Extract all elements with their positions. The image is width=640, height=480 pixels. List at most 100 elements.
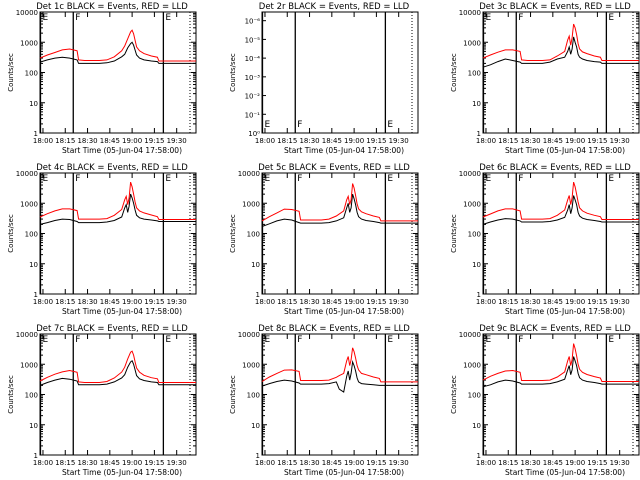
y-tick-label: 1000: [20, 39, 38, 47]
y-tick-label: 1: [477, 130, 481, 138]
y-tick-label: 10: [472, 422, 481, 430]
series-line-events: [261, 193, 418, 227]
y-axis-label: Counts/sec: [229, 375, 237, 414]
x-tick-label: 19:15: [144, 298, 164, 306]
x-tick-label: 19:15: [587, 459, 607, 467]
y-axis-label: Counts/sec: [450, 375, 458, 414]
x-tick-label: 18:15: [498, 298, 518, 306]
x-tick-label: 19:00: [565, 298, 585, 306]
x-tick-label: 18:00: [33, 137, 53, 145]
mode-label: E: [165, 335, 171, 345]
mode-label: E: [485, 174, 491, 184]
x-tick-label: 19:15: [144, 137, 164, 145]
y-axis-label: Counts/sec: [7, 53, 15, 92]
mode-label: F: [297, 120, 302, 130]
x-axis-label: Start Time (05-Jun-04 17:58:00): [505, 307, 625, 316]
x-tick-label: 18:30: [520, 298, 540, 306]
y-tick-label: 100: [25, 70, 38, 78]
plot-title: Det 3c BLACK = Events, RED = LLD: [479, 2, 631, 12]
series-line-lld: [482, 181, 639, 220]
x-tick-label: 18:00: [255, 298, 275, 306]
y-axis-label: Counts/sec: [229, 214, 237, 253]
x-tick-label: 19:30: [167, 137, 187, 145]
x-axis-label: Start Time (05-Jun-04 17:58:00): [505, 468, 625, 477]
mode-label: E: [387, 174, 393, 184]
plot-title: Det 2r BLACK = Events, RED = LLD: [259, 2, 410, 12]
x-tick-label: 19:30: [167, 298, 187, 306]
x-tick-label: 18:15: [498, 137, 518, 145]
chart-panel-det-2: Det 2r BLACK = Events, RED = LLD 10⁰ 10⁻¹ 1…: [229, 2, 419, 155]
plot-title: Det 7c BLACK = Events, RED = LLD: [36, 324, 188, 334]
series-line-events: [482, 36, 639, 68]
x-tick-label: 19:00: [565, 137, 585, 145]
series-line-lld: [39, 350, 196, 383]
mode-label: F: [75, 174, 80, 184]
x-tick-label: 19:30: [610, 459, 630, 467]
x-tick-label: 18:45: [322, 298, 342, 306]
x-tick-label: 19:30: [389, 459, 409, 467]
y-tick-label: 10000: [16, 331, 38, 339]
series-line-events: [39, 193, 196, 225]
mode-label: F: [75, 13, 80, 23]
series-line-lld: [39, 181, 196, 220]
x-tick-label: 18:15: [277, 459, 297, 467]
series-line-lld: [261, 347, 418, 383]
y-axis-label: Counts/sec: [450, 53, 458, 92]
mode-label: E: [387, 335, 393, 345]
series-line-events: [261, 359, 418, 393]
y-tick-label: 10⁻⁶: [245, 18, 261, 26]
y-tick-label: 1: [477, 291, 481, 299]
x-tick-label: 19:00: [122, 459, 142, 467]
x-axis-label: Start Time (05-Jun-04 17:58:00): [505, 146, 625, 155]
x-tick-label: 18:00: [255, 137, 275, 145]
mode-label: E: [42, 335, 48, 345]
y-tick-label: 100: [25, 392, 38, 400]
y-tick-label: 1: [34, 291, 38, 299]
mode-label: F: [297, 174, 302, 184]
y-tick-label: 10: [29, 100, 38, 108]
plot-frame: [261, 11, 419, 134]
series-line-lld: [261, 183, 418, 222]
x-axis-label: Start Time (05-Jun-04 17:58:00): [284, 307, 404, 316]
x-tick-label: 18:45: [322, 137, 342, 145]
x-tick-label: 19:00: [344, 137, 364, 145]
plot-title: Det 4c BLACK = Events, RED = LLD: [36, 163, 188, 173]
mode-label: E: [264, 174, 270, 184]
y-axis-label: Counts/sec: [450, 214, 458, 253]
y-tick-label: 10000: [238, 170, 260, 178]
y-tick-label: 10⁻⁵: [245, 36, 261, 44]
mode-label: E: [264, 120, 270, 130]
x-tick-label: 18:30: [77, 298, 97, 306]
plot-frame: [39, 333, 197, 456]
y-tick-label: 10000: [16, 170, 38, 178]
x-tick-label: 18:00: [476, 137, 496, 145]
y-tick-label: 10: [251, 261, 260, 269]
x-tick-label: 19:00: [122, 298, 142, 306]
plot-frame: [39, 172, 197, 295]
x-axis-label: Start Time (05-Jun-04 17:58:00): [62, 146, 182, 155]
chart-panel-det-4: Det 4c BLACK = Events, RED = LLD 1 10 100 10…: [7, 163, 197, 316]
x-tick-label: 18:15: [55, 459, 75, 467]
x-tick-label: 18:00: [33, 298, 53, 306]
y-tick-label: 10: [29, 422, 38, 430]
series-line-lld: [482, 23, 639, 61]
plot-title: Det 9c BLACK = Events, RED = LLD: [479, 324, 631, 334]
x-tick-label: 19:00: [344, 298, 364, 306]
chart-panel-det-8: Det 8c BLACK = Events, RED = LLD 1 10 100 10…: [229, 324, 419, 477]
x-axis-label: Start Time (05-Jun-04 17:58:00): [284, 468, 404, 477]
x-tick-label: 19:15: [144, 459, 164, 467]
x-tick-label: 18:30: [77, 137, 97, 145]
x-tick-label: 18:45: [100, 298, 120, 306]
x-axis-label: Start Time (05-Jun-04 17:58:00): [62, 468, 182, 477]
mode-label: E: [608, 13, 614, 23]
x-tick-label: 19:30: [167, 459, 187, 467]
y-tick-label: 1000: [242, 200, 260, 208]
x-tick-label: 18:15: [277, 137, 297, 145]
y-tick-label: 1000: [463, 361, 481, 369]
mode-label: F: [518, 335, 523, 345]
chart-panel-det-7: Det 7c BLACK = Events, RED = LLD 1 10 100 10…: [7, 324, 197, 477]
x-tick-label: 19:30: [389, 137, 409, 145]
x-tick-label: 18:00: [476, 298, 496, 306]
x-tick-label: 19:00: [122, 137, 142, 145]
mode-label: E: [42, 174, 48, 184]
